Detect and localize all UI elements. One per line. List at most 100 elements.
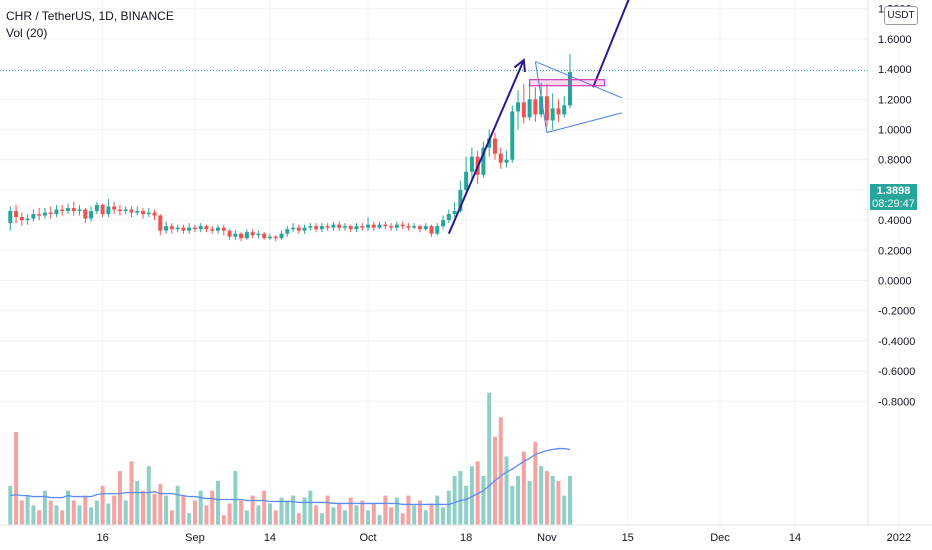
candle-body [187, 227, 192, 231]
candle-body [423, 226, 428, 230]
candle-body [8, 211, 13, 224]
volume-bar [146, 466, 151, 525]
candle-body [123, 209, 128, 212]
volume-bar [123, 500, 128, 525]
volume-bar [279, 497, 284, 525]
volume-legend[interactable]: Vol (20) [6, 26, 48, 40]
volume-bar [308, 490, 313, 525]
volume-bar [458, 471, 463, 525]
candle-body [250, 232, 255, 236]
candle-body [60, 209, 65, 212]
volume-bar [539, 466, 544, 525]
volume-bar [487, 392, 492, 525]
currency-button[interactable]: USDT [884, 6, 918, 25]
candle-body [279, 233, 284, 239]
volume-bar [175, 485, 180, 525]
volume-bar [135, 480, 140, 525]
volume-bar [8, 485, 13, 525]
volume-bar [423, 510, 428, 525]
volume-bar [83, 495, 88, 525]
volume-bar [233, 471, 238, 525]
candle-body [192, 227, 197, 230]
candle-body [314, 226, 319, 230]
volume-bar [383, 495, 388, 525]
volume-bar [452, 476, 457, 525]
candle-body [175, 227, 180, 230]
volume-bar [498, 417, 503, 525]
candle-body [337, 224, 342, 228]
candle-body [106, 206, 111, 215]
volume-bar [192, 500, 197, 525]
volume-bar [273, 510, 278, 525]
candle-body [302, 227, 307, 231]
volume-bar [400, 513, 405, 525]
candle-body [389, 226, 394, 228]
candle-body [481, 147, 486, 175]
volume-bar [394, 497, 399, 525]
volume-bar [412, 505, 417, 525]
y-tick-label: 1.6000 [878, 34, 912, 46]
volume-bar [481, 476, 486, 525]
volume-bar [267, 503, 272, 525]
volume-bar [204, 505, 209, 525]
candle-body [406, 226, 411, 228]
candle-body [54, 209, 59, 215]
candle-body [285, 229, 290, 234]
candle-body [487, 138, 492, 148]
volume-bar [256, 505, 261, 525]
candle-body [37, 214, 42, 216]
volume-bar [377, 515, 382, 525]
candle-body [556, 108, 561, 115]
candle-body [441, 220, 446, 227]
volume-bar [521, 451, 526, 525]
volume-bars [8, 392, 572, 525]
candle-body [417, 226, 422, 230]
volume-bar [216, 480, 221, 525]
volume-bar [117, 471, 122, 525]
x-tick-label: 2022 [887, 532, 911, 544]
candle-body [71, 208, 76, 212]
candle-body [19, 217, 24, 221]
candle-body [83, 209, 88, 219]
candle-body [267, 236, 272, 239]
volume-bar [504, 456, 509, 525]
candle-body [435, 226, 440, 234]
volume-bar [516, 476, 521, 525]
volume-bar [296, 513, 301, 525]
candle-body [169, 226, 174, 230]
volume-bar [337, 503, 342, 525]
candle-body [31, 214, 36, 219]
candle-body [135, 211, 140, 213]
candle-body [544, 96, 549, 121]
time-axis[interactable]: 16 Sep 14 Oct 18 Nov 15 Dec 14 2022 [96, 532, 911, 544]
drawing-annotations[interactable] [447, 0, 664, 235]
x-tick-label: 14 [789, 532, 801, 544]
candle-body [14, 211, 19, 218]
candle-body [164, 226, 169, 231]
candle-body [371, 224, 376, 228]
volume-bar [187, 513, 192, 525]
candle-body [112, 206, 117, 210]
y-tick-label: 1.2000 [878, 94, 912, 106]
volume-bar [527, 480, 532, 525]
candle-body [446, 214, 451, 221]
volume-bar [25, 495, 30, 525]
candle-body [204, 226, 209, 230]
candle-body [42, 212, 47, 216]
candle-body [567, 72, 572, 106]
candle-body [325, 226, 330, 228]
volume-bar [533, 441, 538, 525]
volume-bar [348, 497, 353, 525]
volume-bar [325, 495, 330, 525]
volume-bar [227, 503, 232, 525]
candle-body [492, 138, 497, 154]
candle-body [77, 209, 82, 212]
candle-body [354, 226, 359, 230]
x-tick-label: Nov [537, 532, 557, 544]
volume-bar [446, 490, 451, 525]
candle-body [210, 229, 215, 231]
symbol-legend[interactable]: CHR / TetherUS, 1D, BINANCE [6, 9, 174, 23]
volume-bar [244, 510, 249, 525]
y-tick-label: 0.8000 [878, 155, 912, 167]
